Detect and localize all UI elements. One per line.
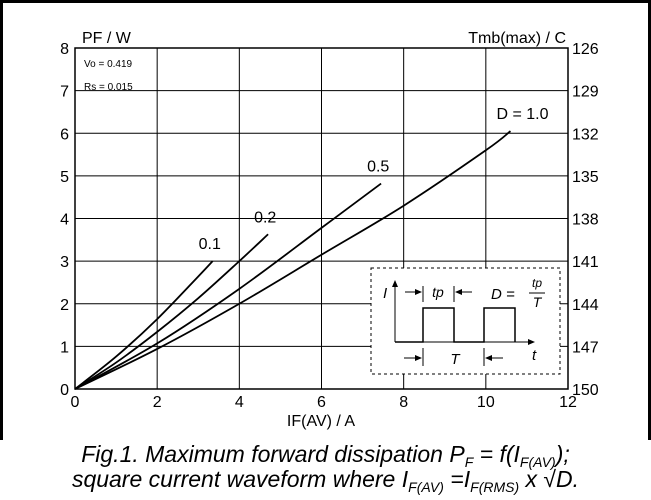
caption-1-sub-f: F	[464, 454, 474, 470]
x-tick-label: 2	[153, 394, 162, 411]
sqrt-symbol: √	[543, 466, 557, 492]
caption-2-tail: D.	[556, 466, 580, 492]
left-tick-label: 7	[60, 84, 69, 101]
right-axis-label: Tmb(max) / C	[468, 30, 566, 47]
series-label-2: 0.5	[367, 159, 389, 176]
inset-border	[370, 267, 561, 375]
caption-line-1: Fig.1. Maximum forward dissipation PF = …	[0, 441, 651, 470]
right-tick-label: 138	[572, 212, 599, 229]
inset-y-arrow	[392, 280, 398, 287]
caption-2-sub-fav: F(AV)	[408, 479, 444, 495]
series-labels: 0.1 0.2 0.5 D = 1.0	[199, 106, 549, 253]
right-tick-label: 144	[572, 297, 599, 314]
left-tick-label: 4	[60, 212, 69, 229]
param-rs: Rs = 0.015	[84, 82, 133, 93]
right-tick-label: 135	[572, 169, 599, 186]
left-tick-label: 1	[60, 339, 69, 356]
x-tick-label: 4	[235, 394, 244, 411]
right-tick-label: 150	[572, 382, 599, 399]
tp-arrow-left	[415, 289, 422, 295]
left-tick-label: 0	[60, 382, 69, 399]
right-tick-label: 126	[572, 41, 599, 58]
caption-2-suffix: x	[519, 466, 544, 492]
series-label-3: D = 1.0	[496, 106, 548, 123]
inset-y-label: I	[383, 285, 387, 302]
inset-x-arrow	[528, 339, 535, 345]
caption-2-sub-frms: F(RMS)	[470, 479, 520, 495]
right-tick-label: 132	[572, 126, 599, 143]
period-label: T	[450, 351, 461, 368]
x-tick-label: 10	[477, 394, 495, 411]
caption-1-prefix: Fig.1. Maximum forward dissipation P	[81, 441, 465, 467]
period-arrow-left	[415, 355, 422, 361]
curve-series-3	[74, 130, 512, 390]
period-arrow-right	[485, 355, 492, 361]
duty-formula-lhs: D =	[491, 286, 515, 303]
tick-labels: 0 2 4 6 8 10 120123456781501471441411381351321…	[60, 41, 599, 411]
left-tick-label: 3	[60, 254, 69, 271]
caption-1-sub-fav: F(AV)	[519, 454, 556, 470]
x-tick-label: 0	[71, 394, 80, 411]
x-tick-label: 8	[399, 394, 408, 411]
curve-series-1	[74, 233, 269, 390]
waveform-inset: I t tp T D = tp T	[370, 267, 561, 375]
right-tick-label: 129	[572, 84, 599, 101]
right-tick-label: 147	[572, 339, 599, 356]
series-label-0: 0.1	[199, 236, 221, 253]
left-axis-label: PF / W	[82, 30, 132, 47]
left-tick-label: 8	[60, 41, 69, 58]
duty-formula-numerator: tp	[532, 276, 542, 290]
pulse-width-label: tp	[432, 284, 444, 300]
right-tick-label: 141	[572, 254, 599, 271]
left-tick-label: 5	[60, 169, 69, 186]
x-tick-label: 12	[559, 394, 577, 411]
inset-x-label: t	[532, 347, 537, 364]
plot-area-border	[74, 47, 569, 390]
curves	[74, 130, 512, 390]
param-vo: Vo = 0.419	[84, 59, 133, 70]
pulse-train	[395, 307, 516, 343]
duty-formula-denominator: T	[533, 294, 543, 310]
caption-2-prefix: square current waveform where I	[71, 466, 409, 492]
x-tick-label: 6	[317, 394, 326, 411]
left-tick-label: 2	[60, 297, 69, 314]
x-axis-label: IF(AV) / A	[287, 413, 355, 430]
caption-1-suffix: );	[555, 441, 570, 467]
caption-2-mid: =I	[443, 466, 471, 492]
caption-1-mid: = f(I	[473, 441, 520, 467]
tp-arrow-right	[455, 289, 462, 295]
curve-series-0	[74, 260, 214, 390]
curve-series-2	[74, 182, 382, 390]
caption-line-2: square current waveform where IF(AV) =IF…	[0, 466, 651, 495]
left-tick-label: 6	[60, 126, 69, 143]
series-label-1: 0.2	[254, 209, 276, 226]
